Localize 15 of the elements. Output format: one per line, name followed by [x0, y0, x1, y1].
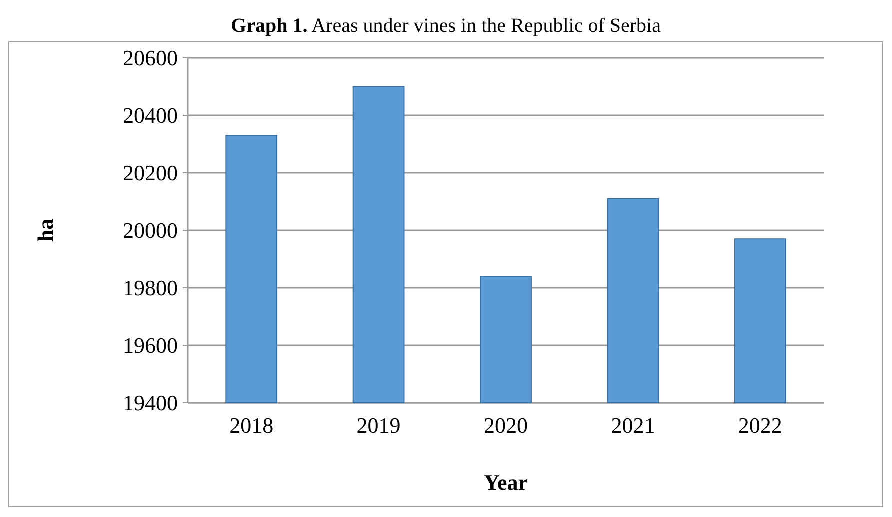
y-tick-label: 20000 — [123, 218, 178, 244]
y-tick-label: 20600 — [123, 46, 178, 71]
y-tick-label: 19800 — [123, 276, 178, 301]
x-tick-label: 2020 — [484, 413, 528, 438]
y-tick-label: 19600 — [123, 333, 178, 358]
x-tick-label: 2021 — [611, 413, 656, 438]
y-axis-title: ha — [33, 218, 58, 242]
x-tick-label: 2019 — [356, 413, 401, 438]
x-tick-label: 2022 — [738, 413, 782, 438]
y-tick-label: 19400 — [123, 390, 178, 416]
y-tick-label: 20200 — [123, 160, 178, 186]
y-tick-label: 20400 — [123, 103, 178, 128]
chart-title: Graph 1. Areas under vines in the Republic of Serbia — [231, 15, 662, 37]
x-axis-title: Year — [484, 470, 528, 495]
x-tick-label: 2018 — [230, 413, 274, 438]
